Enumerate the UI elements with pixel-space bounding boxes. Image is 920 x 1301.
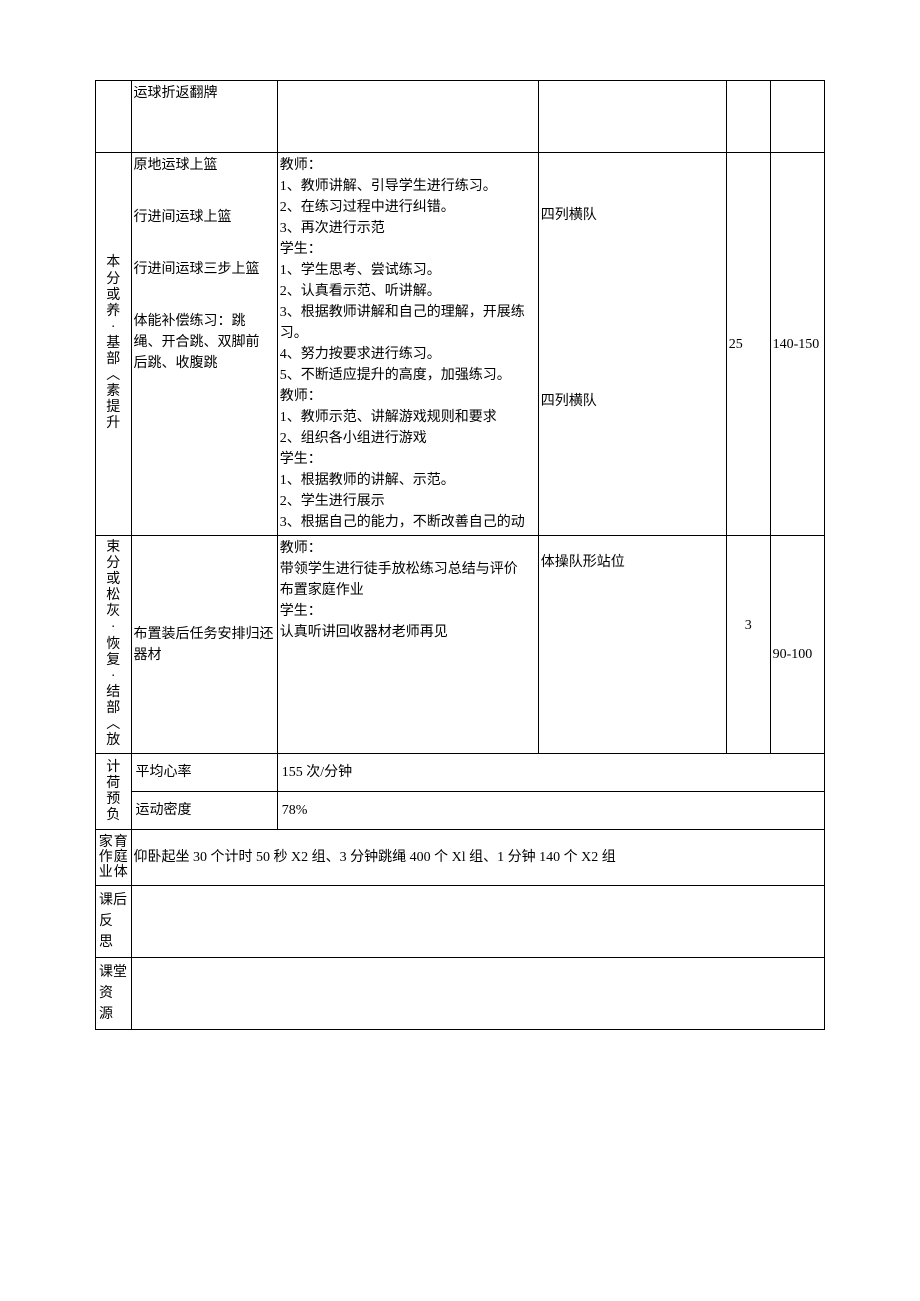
teach-line: 3、根据自己的能力，不断改善自己的动 (280, 512, 536, 533)
reflection-label-line2: 思 (99, 932, 129, 953)
activity-cell: 运球折返翻牌 (131, 81, 277, 153)
table-row: 运动密度 78% (96, 792, 825, 830)
vert-text-4a: 家作业 (99, 835, 113, 881)
activity-4-line1: 体能补偿练习：跳 (134, 311, 275, 332)
density-value: 78% (277, 792, 824, 830)
section-label-main: 本分或养·基部︿素提升 (96, 153, 132, 536)
activity-text: 运球折返翻牌 (134, 83, 275, 104)
teach-line: 学生： (280, 601, 536, 622)
section-label-resources: 课堂资 源 (96, 958, 132, 1030)
reflection-cell (131, 886, 825, 958)
vert-text-2: 束分或松灰·恢复·结部︿放 (106, 540, 120, 749)
resources-cell (131, 958, 825, 1030)
teach-line: 4、努力按要求进行练习。 (280, 344, 536, 365)
teach-line: 5、不断适应提升的高度，加强练习。 (280, 365, 536, 386)
section-label-empty (96, 81, 132, 153)
teach-line: 学生： (280, 239, 536, 260)
time-value: 25 (729, 337, 743, 352)
intensity-cell: 90-100 (770, 536, 824, 754)
resources-label-line1: 课堂资 (99, 962, 129, 1004)
org-cell: 四列横队 四列横队 (538, 153, 726, 536)
activity-4-line3: 后跳、收腹跳 (134, 353, 275, 374)
org-text: 体操队形站位 (541, 552, 724, 573)
activity-4-line2: 绳、开合跳、双脚前 (134, 332, 275, 353)
teach-line: 1、教师讲解、引导学生进行练习。 (280, 176, 536, 197)
teach-line: 1、教师示范、讲解游戏规则和要求 (280, 407, 536, 428)
activity-3: 行进间运球三步上篮 (134, 259, 275, 280)
table-row: 本分或养·基部︿素提升 原地运球上篮 行进间运球上篮 行进间运球三步上篮 体能补… (96, 153, 825, 536)
reflection-label-line1: 课后反 (99, 890, 129, 932)
teaching-cell: 教师： 带领学生进行徒手放松练习总结与评价 布置家庭作业 学生： 认真听讲回收器… (277, 536, 538, 754)
time-cell: 3 (726, 536, 770, 754)
org-cell (538, 81, 726, 153)
teach-line: 教师： (280, 386, 536, 407)
teach-line: 2、在练习过程中进行纠错。 (280, 197, 536, 218)
activity-cell: 布置装后任务安排归还器材 (131, 536, 277, 754)
section-label-reflection: 课后反 思 (96, 886, 132, 958)
vert-text-4b: 育庭体 (114, 835, 128, 881)
intensity-value: 140-150 (773, 337, 820, 352)
org-text-2: 四列横队 (541, 391, 724, 412)
activity-2: 行进间运球上篮 (134, 207, 275, 228)
table-row: 运球折返翻牌 (96, 81, 825, 153)
table-row: 课堂资 源 (96, 958, 825, 1030)
teaching-cell (277, 81, 538, 153)
lesson-plan-table: 运球折返翻牌 本分或养·基部︿素提升 原地运球上篮 行进间运球上篮 行进间运球三… (95, 80, 825, 1030)
table-row: 家作业 育庭体 仰卧起坐 30 个计时 50 秒 X2 组、3 分钟跳绳 400… (96, 830, 825, 886)
table-row: 计荷预负 平均心率 155 次/分钟 (96, 754, 825, 792)
teach-line: 2、学生进行展示 (280, 491, 536, 512)
teach-line: 认真听讲回收器材老师再见 (280, 622, 536, 643)
activity-text: 布置装后任务安排归还器材 (134, 624, 275, 666)
teach-line: 3、再次进行示范 (280, 218, 536, 239)
teach-line: 教师： (280, 538, 536, 559)
section-label-load: 计荷预负 (96, 754, 132, 830)
section-label-homework: 家作业 育庭体 (96, 830, 132, 886)
teach-line: 2、组织各小组进行游戏 (280, 428, 536, 449)
vert-text-1: 本分或养·基部︿素提升 (106, 255, 120, 432)
teach-line: 1、根据教师的讲解、示范。 (280, 470, 536, 491)
teaching-cell: 教师： 1、教师讲解、引导学生进行练习。 2、在练习过程中进行纠错。 3、再次进… (277, 153, 538, 536)
org-cell: 体操队形站位 (538, 536, 726, 754)
activity-cell: 原地运球上篮 行进间运球上篮 行进间运球三步上篮 体能补偿练习：跳 绳、开合跳、… (131, 153, 277, 536)
vert-text-3: 计荷预负 (106, 760, 120, 824)
section-label-end: 束分或松灰·恢复·结部︿放 (96, 536, 132, 754)
table-row: 束分或松灰·恢复·结部︿放 布置装后任务安排归还器材 教师： 带领学生进行徒手放… (96, 536, 825, 754)
table-row: 课后反 思 (96, 886, 825, 958)
activity-1: 原地运球上篮 (134, 155, 275, 176)
time-cell: 25 (726, 153, 770, 536)
teach-line: 学生： (280, 449, 536, 470)
density-label: 运动密度 (131, 792, 277, 830)
intensity-cell: 140-150 (770, 153, 824, 536)
teach-line: 1、学生思考、尝试练习。 (280, 260, 536, 281)
intensity-value: 90-100 (773, 644, 822, 665)
time-cell (726, 81, 770, 153)
org-text-1: 四列横队 (541, 205, 724, 226)
time-value: 3 (729, 615, 768, 636)
teach-line: 3、根据教师讲解和自己的理解，开展练习。 (280, 302, 536, 344)
teach-line: 2、认真看示范、听讲解。 (280, 281, 536, 302)
intensity-cell (770, 81, 824, 153)
heart-rate-label: 平均心率 (131, 754, 277, 792)
teach-line: 带领学生进行徒手放松练习总结与评价 (280, 559, 536, 580)
teach-line: 布置家庭作业 (280, 580, 536, 601)
homework-cell: 仰卧起坐 30 个计时 50 秒 X2 组、3 分钟跳绳 400 个 Xl 组、… (131, 830, 825, 886)
resources-label-line2: 源 (99, 1004, 129, 1025)
homework-text: 仰卧起坐 30 个计时 50 秒 X2 组、3 分钟跳绳 400 个 Xl 组、… (134, 850, 616, 865)
teach-line: 教师： (280, 155, 536, 176)
heart-rate-value: 155 次/分钟 (277, 754, 824, 792)
